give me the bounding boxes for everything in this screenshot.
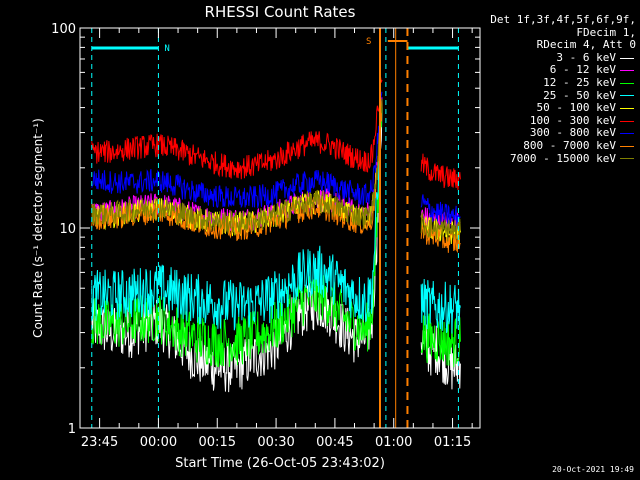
legend-entry-label: 50 - 100 keV — [536, 101, 616, 115]
legend-entry-label: 6 - 12 keV — [549, 63, 616, 77]
x-axis-label: Start Time (26-Oct-05 23:43:02) — [175, 456, 385, 471]
legend-entry-label: 800 - 7000 keV — [523, 138, 616, 152]
series-line — [420, 194, 461, 228]
timestamp: 20-Oct-2021 19:49 — [552, 465, 634, 474]
x-tick-label: 01:00 — [375, 435, 412, 450]
legend-entry-label: 300 - 800 keV — [529, 126, 616, 140]
legend-swatch — [620, 145, 634, 147]
x-tick-label: 01:15 — [434, 435, 471, 450]
axis-layer: 1 10 100 23:45 00:00 00:15 00:30 00:45 01:00 01:1… — [51, 22, 480, 450]
legend-entry-label: 12 - 25 keV — [543, 75, 616, 89]
legend-entry-label: 25 - 50 keV — [543, 88, 616, 102]
series-line — [420, 279, 461, 334]
legend-entries: 3 - 6 keV 6 - 12 keV 12 - 25 keV 25 - 50 ke… — [490, 50, 636, 166]
legend-entry: 25 - 50 keV — [490, 88, 636, 103]
y-tick-label: 1 — [68, 422, 76, 437]
x-tick-label: 00:30 — [257, 435, 294, 450]
legend-swatch — [620, 158, 634, 160]
legend-header-line: Det 1f,3f,4f,5f,6f,9f, — [490, 13, 636, 26]
series-line — [91, 103, 383, 331]
y-tick-label: 100 — [51, 22, 76, 37]
x-tick-label: 23:45 — [81, 435, 118, 450]
legend-entry: 50 - 100 keV — [490, 102, 636, 115]
series-line — [91, 101, 383, 242]
series-line — [420, 153, 461, 190]
series-line — [91, 99, 383, 234]
series-line — [420, 222, 461, 254]
legend-entry-label: 100 - 300 keV — [529, 113, 616, 127]
legend-header-line: RDecim 4, Att 0 — [536, 38, 636, 52]
legend-entry-label: 3 - 6 keV — [556, 50, 616, 64]
legend-entry: 300 - 800 keV — [490, 127, 636, 140]
night-label: N — [164, 44, 169, 54]
legend-swatch — [620, 82, 634, 84]
series-line — [91, 107, 383, 368]
y-axis-label: Count Rate (s⁻¹ detector segment⁻¹) — [31, 118, 45, 338]
legend-entry: 7000 - 15000 keV — [490, 151, 636, 166]
x-tick-label: 00:00 — [140, 435, 177, 450]
series-line — [91, 91, 383, 209]
legend-entry: 6 - 12 keV — [490, 64, 636, 77]
legend: Det 1f,3f,4f,5f,6f,9f, FDecim 1, RDecim … — [490, 13, 636, 166]
legend-swatch — [620, 70, 634, 72]
x-tick-label: 00:45 — [316, 435, 353, 450]
legend-entry: 12 - 25 keV — [490, 75, 636, 90]
legend-swatch — [620, 120, 634, 122]
chart-title: RHESSI Count Rates — [205, 3, 356, 21]
series-layer — [91, 77, 461, 393]
series-line — [91, 77, 383, 180]
legend-swatch — [620, 133, 634, 135]
legend-entry-label: 7000 - 15000 keV — [510, 151, 616, 165]
marker-layer: NS — [91, 28, 459, 428]
x-tick-label: 00:15 — [199, 435, 236, 450]
legend-swatch — [620, 95, 634, 97]
legend-entry: 100 - 300 keV — [490, 113, 636, 128]
legend-entry: 800 - 7000 keV — [490, 138, 636, 153]
legend-header-line: FDecim 1, — [576, 25, 636, 39]
y-tick-label: 10 — [59, 222, 76, 237]
series-line — [420, 211, 461, 242]
legend-entry: 3 - 6 keV — [490, 50, 636, 65]
saa-label: S — [366, 37, 371, 47]
legend-swatch — [620, 57, 634, 59]
legend-swatch — [620, 107, 634, 109]
